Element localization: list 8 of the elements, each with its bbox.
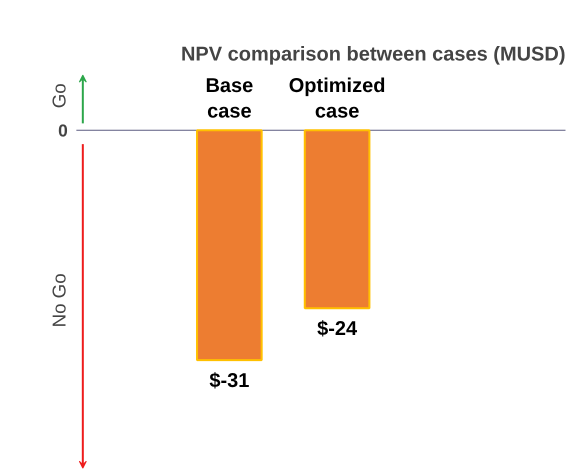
x-tick-label: Optimized case	[288, 74, 386, 122]
text: No Go	[48, 273, 70, 328]
data-label: $-31	[209, 370, 250, 392]
text: Go	[48, 83, 70, 108]
text: 0	[58, 120, 68, 140]
data-label: $-24	[317, 318, 358, 340]
chart-title: NPV comparison between cases (MUSD)	[180, 44, 566, 66]
x-tick-label: Base case	[205, 74, 254, 122]
